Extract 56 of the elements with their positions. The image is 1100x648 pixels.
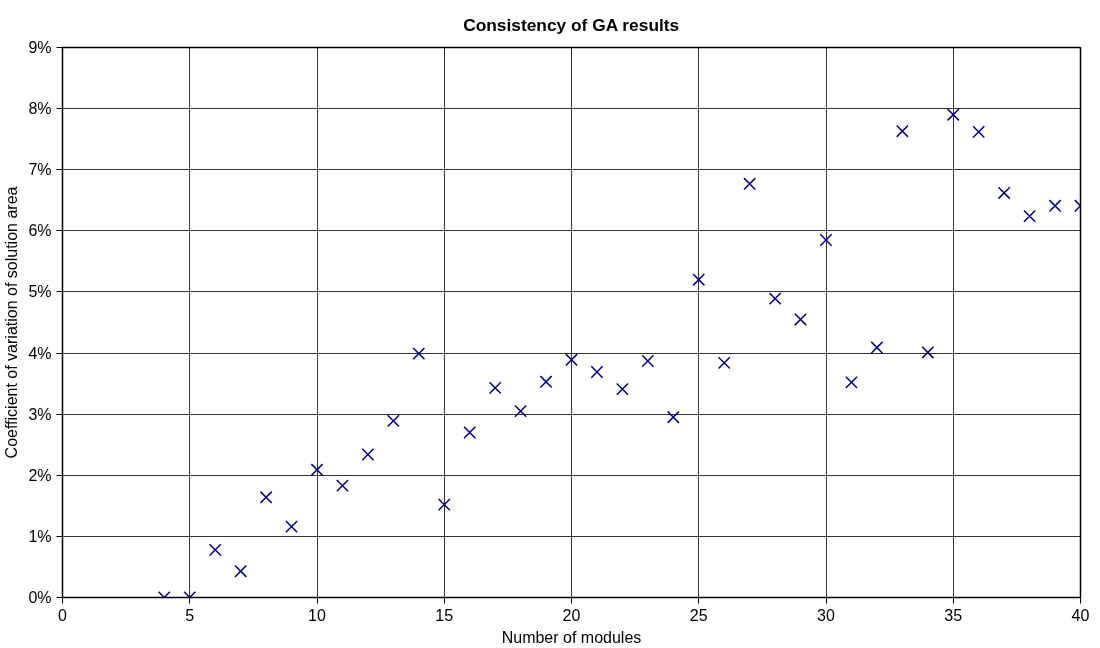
point [666,410,680,424]
point [819,233,833,247]
point [692,273,706,287]
point [386,414,400,428]
x-tick-label: 40 [1071,606,1090,624]
point [514,404,528,418]
point [895,124,909,138]
point [870,341,884,354]
point [259,490,273,504]
point [463,426,477,439]
point [717,356,731,370]
chart-title: Consistency of GA results [463,15,680,35]
x-tick-label: 25 [689,606,708,624]
y-axis-title: Coefficient of variation of solution area [3,186,21,459]
point [615,382,629,396]
point [488,381,502,395]
y-tick-label: 5% [28,283,52,301]
y-tick-label: 8% [28,100,52,118]
point [565,353,578,367]
point [997,186,1011,200]
x-tick-label: 30 [817,606,835,624]
y-tick-label: 3% [28,405,52,423]
x-tick-label: 15 [435,606,454,624]
y-tick-label: 2% [28,466,52,484]
point [641,354,655,368]
point [946,108,960,122]
point [437,498,451,512]
point [845,375,858,389]
x-tick-label: 5 [185,606,195,624]
x-tick-label: 0 [58,606,68,624]
point [285,520,298,534]
y-tick-label: 6% [28,222,52,240]
x-tick-label: 10 [308,606,326,624]
y-tick-label: 4% [28,344,52,362]
point [1023,209,1037,223]
x-axis-title: Number of modules [501,628,642,646]
point [972,125,986,139]
point [921,346,935,359]
point [794,313,807,326]
point [539,375,553,389]
x-tick-label: 35 [944,606,963,624]
point [310,463,324,477]
point [208,543,222,557]
point [590,365,604,379]
point [768,292,782,306]
point [412,347,426,361]
x-tick-label: 20 [562,606,581,624]
y-tick-label: 7% [28,161,52,179]
y-tick-label: 9% [28,39,52,56]
y-tick-label: 1% [28,527,52,545]
point [1048,199,1062,213]
point [361,448,375,461]
point [234,564,248,578]
y-tick-label: 0% [28,589,52,606]
point [336,479,349,493]
point [743,177,757,191]
